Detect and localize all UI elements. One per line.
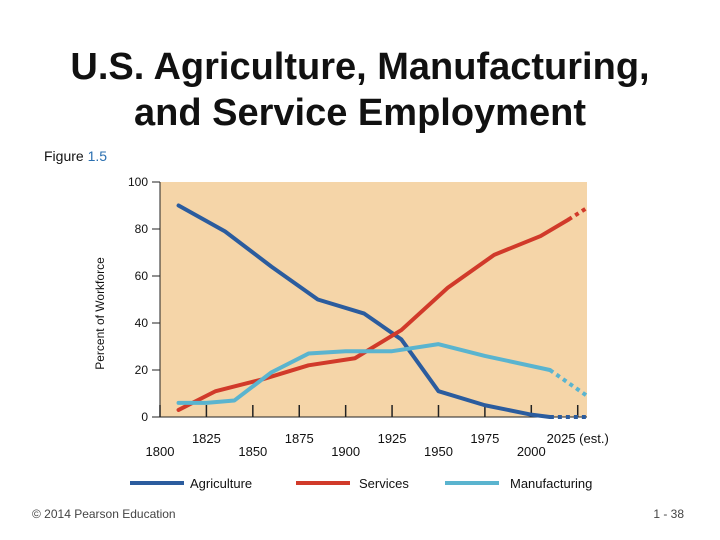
legend-label-services: Services (359, 476, 409, 491)
x-tick-label-1925: 1925 (378, 431, 407, 446)
y-axis: 0 20 40 60 80 100 (128, 175, 161, 424)
title-line-1: U.S. Agriculture, Manufacturing, (70, 46, 650, 88)
y-tick-label-40: 40 (135, 316, 149, 330)
figure-prefix: Figure (44, 148, 84, 164)
series-line-agriculture (176, 203, 552, 419)
series-line-manufacturing (176, 342, 552, 405)
plot-background (160, 182, 587, 417)
x-tick-label-1975: 1975 (470, 431, 499, 446)
x-tick-label-1800: 1800 (146, 444, 175, 459)
figure-label: Figure 1.5 (44, 148, 107, 164)
series-line-services (176, 217, 571, 412)
y-tick-label-0: 0 (141, 410, 148, 424)
page-number: 1 - 38 (653, 507, 684, 521)
x-tick-label-1875: 1875 (285, 431, 314, 446)
y-tick-label-20: 20 (135, 363, 149, 377)
series-layer (176, 203, 589, 419)
series-projection-services (567, 206, 589, 222)
figure-number: 1.5 (87, 148, 108, 164)
legend-label-agriculture: Agriculture (190, 476, 252, 491)
y-axis-label: Percent of Workforce (93, 257, 107, 370)
y-tick-label-100: 100 (128, 175, 148, 189)
x-tick-label-1950: 1950 (424, 444, 453, 459)
x-tick-label-2000: 2000 (517, 444, 546, 459)
slide-title: U.S. Agriculture, Manufacturing, and Ser… (0, 44, 720, 136)
x-tick-label-2025: 2025 (est.) (547, 431, 609, 446)
x-tick-label-1900: 1900 (331, 444, 360, 459)
y-tick-label-60: 60 (135, 269, 149, 283)
y-tick-label-80: 80 (135, 222, 149, 236)
x-tick-label-1850: 1850 (238, 444, 267, 459)
legend: Agriculture Services Manufacturing (130, 476, 592, 491)
x-tick-label-1825: 1825 (192, 431, 221, 446)
title-line-2: and Service Employment (134, 92, 586, 134)
legend-label-manufacturing: Manufacturing (510, 476, 592, 491)
copyright: © 2014 Pearson Education (32, 507, 176, 521)
